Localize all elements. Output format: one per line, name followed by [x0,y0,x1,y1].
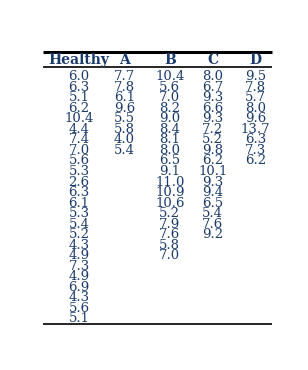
Text: B: B [164,53,176,67]
Text: 10.4: 10.4 [155,70,184,83]
Text: 9.3: 9.3 [202,175,223,189]
Text: 9.3: 9.3 [202,112,223,125]
Text: 13.7: 13.7 [241,123,270,136]
Text: 6.2: 6.2 [245,154,266,168]
Text: 8.0: 8.0 [202,70,223,83]
Text: 9.0: 9.0 [159,112,180,125]
Text: 6.9: 6.9 [68,281,90,294]
Text: 7.6: 7.6 [202,218,223,231]
Text: 5.8: 5.8 [114,123,135,136]
Text: 6.3: 6.3 [245,134,266,147]
Text: 7.7: 7.7 [114,70,135,83]
Text: 5.3: 5.3 [68,165,90,178]
Text: 9.6: 9.6 [245,112,266,125]
Text: 6.2: 6.2 [68,102,90,115]
Text: 5.8: 5.8 [159,239,180,252]
Text: C: C [207,53,218,67]
Text: 5.2: 5.2 [202,134,223,147]
Text: 8.0: 8.0 [159,144,180,157]
Text: Healthy: Healthy [49,53,110,67]
Text: 9.8: 9.8 [202,144,223,157]
Text: 5.6: 5.6 [159,81,180,94]
Text: 8.2: 8.2 [159,102,180,115]
Text: 9.3: 9.3 [202,91,223,104]
Text: 9.1: 9.1 [159,165,180,178]
Text: 5.1: 5.1 [69,312,90,325]
Text: 4.0: 4.0 [114,134,135,147]
Text: 7.4: 7.4 [68,134,90,147]
Text: 5.2: 5.2 [69,228,90,241]
Text: 6.5: 6.5 [202,196,223,209]
Text: 7.0: 7.0 [159,91,180,104]
Text: 10.4: 10.4 [64,112,94,125]
Text: 9.6: 9.6 [114,102,135,115]
Text: 11.0: 11.0 [155,175,184,189]
Text: 6.7: 6.7 [202,81,223,94]
Text: 9.2: 9.2 [202,228,223,241]
Text: 6.2: 6.2 [202,154,223,168]
Text: 5.2: 5.2 [159,207,180,220]
Text: 5.6: 5.6 [68,154,90,168]
Text: 5.5: 5.5 [114,112,135,125]
Text: 6.3: 6.3 [68,81,90,94]
Text: 5.4: 5.4 [114,144,135,157]
Text: 7.8: 7.8 [114,81,135,94]
Text: 4.3: 4.3 [68,291,90,305]
Text: 6.1: 6.1 [114,91,135,104]
Text: 7.3: 7.3 [68,260,90,273]
Text: 7.9: 7.9 [159,218,180,231]
Text: 5.7: 5.7 [245,91,266,104]
Text: 7.0: 7.0 [159,249,180,262]
Text: 6.0: 6.0 [68,70,90,83]
Text: 7.0: 7.0 [68,144,90,157]
Text: 5.3: 5.3 [68,207,90,220]
Text: 7.2: 7.2 [202,123,223,136]
Text: 7.3: 7.3 [245,144,266,157]
Text: 7.8: 7.8 [245,81,266,94]
Text: 6.3: 6.3 [68,186,90,199]
Text: 7.6: 7.6 [159,228,180,241]
Text: 8.4: 8.4 [159,123,180,136]
Text: 5.4: 5.4 [202,207,223,220]
Text: 4.3: 4.3 [68,239,90,252]
Text: 10.6: 10.6 [155,196,184,209]
Text: 9.5: 9.5 [245,70,266,83]
Text: 4.4: 4.4 [69,123,90,136]
Text: D: D [250,53,262,67]
Text: 6.1: 6.1 [68,196,90,209]
Text: 10.1: 10.1 [198,165,227,178]
Text: A: A [119,53,130,67]
Text: 6.5: 6.5 [159,154,180,168]
Text: 10.9: 10.9 [155,186,184,199]
Text: 5.4: 5.4 [69,218,90,231]
Text: 5.1: 5.1 [69,91,90,104]
Text: 9.4: 9.4 [202,186,223,199]
Text: 2.6: 2.6 [68,175,90,189]
Text: 8.1: 8.1 [159,134,180,147]
Text: 5.6: 5.6 [68,302,90,315]
Text: 4.9: 4.9 [68,249,90,262]
Text: 4.9: 4.9 [68,270,90,283]
Text: 6.6: 6.6 [202,102,223,115]
Text: 8.0: 8.0 [245,102,266,115]
